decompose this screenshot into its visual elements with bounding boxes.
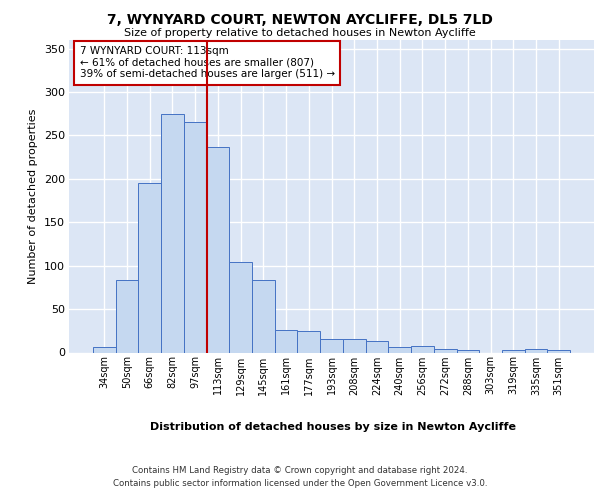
Bar bbox=[343, 340, 365, 352]
Bar bbox=[116, 280, 139, 352]
Bar bbox=[184, 122, 206, 352]
Bar bbox=[524, 349, 547, 352]
Bar bbox=[275, 330, 298, 352]
Bar bbox=[502, 350, 524, 352]
Bar bbox=[434, 349, 457, 352]
Bar bbox=[229, 262, 252, 352]
Text: Size of property relative to detached houses in Newton Aycliffe: Size of property relative to detached ho… bbox=[124, 28, 476, 38]
Bar bbox=[388, 348, 411, 352]
Bar bbox=[161, 114, 184, 352]
Y-axis label: Number of detached properties: Number of detached properties bbox=[28, 108, 38, 284]
Text: Contains HM Land Registry data © Crown copyright and database right 2024.
Contai: Contains HM Land Registry data © Crown c… bbox=[113, 466, 487, 487]
Bar bbox=[411, 346, 434, 352]
Bar bbox=[206, 147, 229, 352]
Bar bbox=[298, 331, 320, 352]
Bar bbox=[457, 350, 479, 352]
Text: 7, WYNYARD COURT, NEWTON AYCLIFFE, DL5 7LD: 7, WYNYARD COURT, NEWTON AYCLIFFE, DL5 7… bbox=[107, 12, 493, 26]
Bar bbox=[320, 338, 343, 352]
Text: Distribution of detached houses by size in Newton Aycliffe: Distribution of detached houses by size … bbox=[150, 422, 516, 432]
Bar bbox=[252, 280, 275, 352]
Bar bbox=[93, 348, 116, 352]
Text: 7 WYNYARD COURT: 113sqm
← 61% of detached houses are smaller (807)
39% of semi-d: 7 WYNYARD COURT: 113sqm ← 61% of detache… bbox=[79, 46, 335, 80]
Bar bbox=[365, 341, 388, 352]
Bar bbox=[547, 350, 570, 352]
Bar bbox=[139, 183, 161, 352]
